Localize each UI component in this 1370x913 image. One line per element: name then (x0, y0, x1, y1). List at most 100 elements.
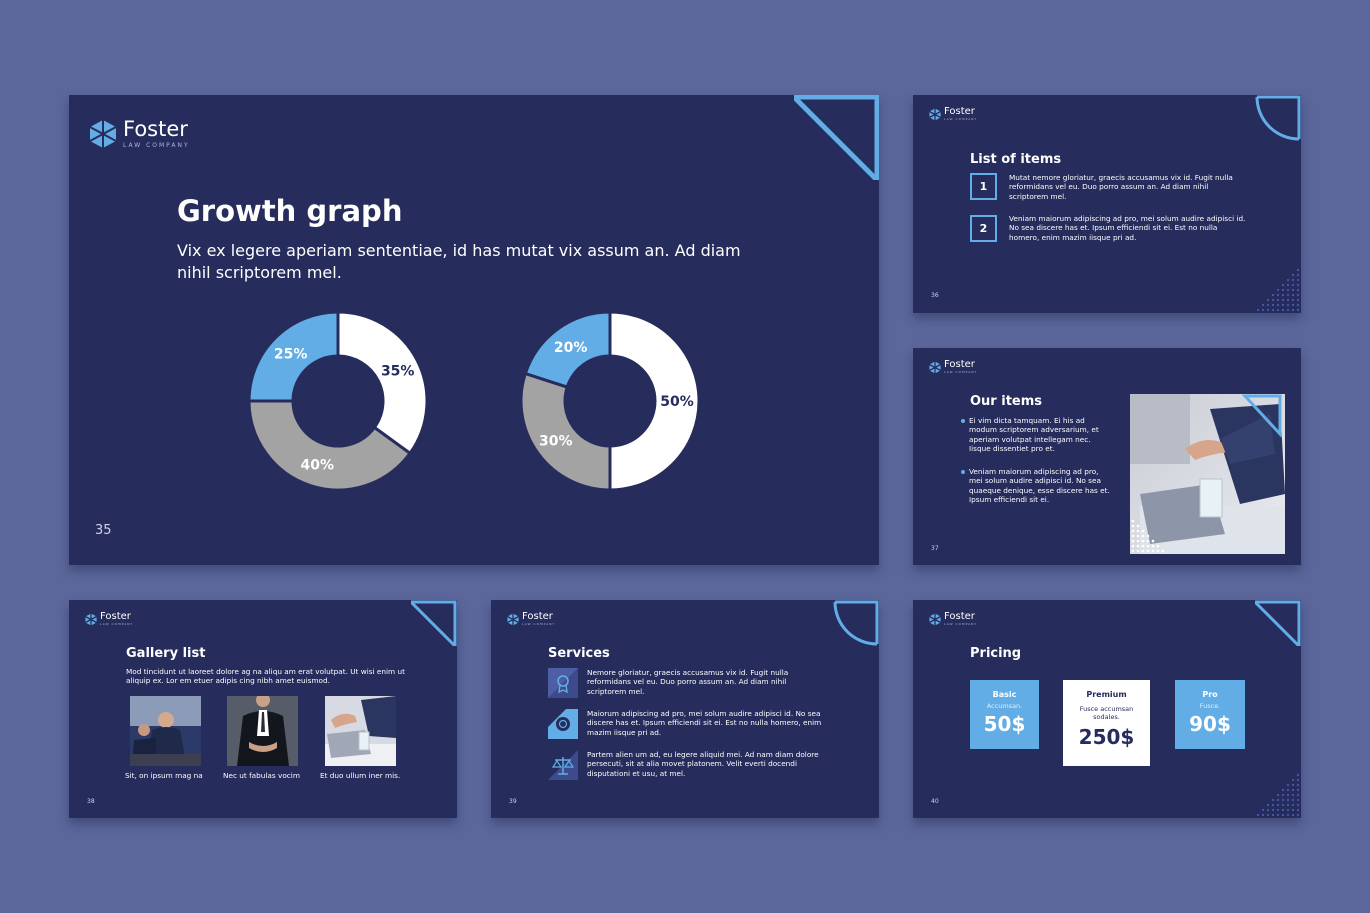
pattern-dot (1286, 783, 1290, 787)
plan-price: 90$ (1189, 712, 1231, 736)
brand-logo: Foster LAW COMPANY (929, 107, 977, 121)
slide-growth-graph[interactable]: Foster LAW COMPANY Growth graph Vix ex l… (69, 95, 879, 565)
pattern-dot (1296, 808, 1300, 812)
bullet-dot-icon (961, 419, 965, 423)
pattern-dot (1136, 534, 1140, 538)
pattern-dot (1291, 273, 1295, 277)
pattern-dot (1146, 544, 1150, 548)
slide-title: Services (548, 646, 610, 661)
slide-title: Growth graph (177, 194, 403, 228)
pattern-dot (1151, 549, 1155, 553)
page-number: 40 (931, 798, 939, 805)
pattern-dot (1296, 783, 1300, 787)
page-number: 38 (87, 798, 95, 805)
pattern-dot (1291, 303, 1295, 307)
pattern-dot (1291, 288, 1295, 292)
pattern-dot (1286, 283, 1290, 287)
pattern-dot (1256, 308, 1260, 312)
pattern-dot (1271, 798, 1275, 802)
page-number: 37 (931, 545, 939, 552)
pattern-dot (1281, 303, 1285, 307)
brand-name: Foster (944, 359, 975, 370)
pattern-dot (1281, 293, 1285, 297)
pattern-dot (1286, 798, 1290, 802)
donut-chart-1: 35% 40% 25% (247, 310, 429, 492)
pattern-dot (1291, 778, 1295, 782)
pattern-dot (1286, 298, 1290, 302)
pattern-dot (1291, 278, 1295, 282)
pattern-dot (1296, 793, 1300, 797)
brand-tagline: LAW COMPANY (944, 370, 978, 374)
brand-logo: Foster LAW COMPANY (929, 360, 977, 374)
pattern-dot (1261, 303, 1265, 307)
pattern-dot (1296, 773, 1300, 777)
pattern-dot (1136, 529, 1140, 533)
pattern-dot (1291, 793, 1295, 797)
pattern-dot (1146, 534, 1150, 538)
pattern-dot (1276, 298, 1280, 302)
pricing-card-basic[interactable]: Basic Accumsan. 50$ (970, 680, 1039, 749)
pattern-dot (1296, 303, 1300, 307)
brand-name: Foster (522, 611, 553, 622)
pricing-card-pro[interactable]: Pro Fusce. 90$ (1175, 680, 1245, 749)
slide-our-items[interactable]: Foster LAW COMPANY Our items Ei vim dict… (913, 348, 1301, 565)
pattern-dot (1286, 293, 1290, 297)
pattern-dot (1276, 293, 1280, 297)
slide-list-of-items[interactable]: Foster LAW COMPANY List of items 1 Mutat… (913, 95, 1301, 313)
plan-description: Fusce accumsan sodales. (1079, 705, 1134, 721)
donut-chart-2: 50% 30% 20% (519, 310, 701, 492)
slide-services[interactable]: Foster LAW COMPANY Services Nemore glori… (491, 600, 879, 818)
pattern-dot (1296, 268, 1300, 272)
pattern-dot (1296, 298, 1300, 302)
plan-price: 250$ (1078, 724, 1135, 749)
pattern-dot (1146, 549, 1150, 553)
slide-title: List of items (970, 152, 1062, 167)
pattern-dot (1281, 813, 1285, 817)
pattern-dot (1276, 813, 1280, 817)
pricing-card-premium[interactable]: Premium Fusce accumsan sodales. 250$ (1063, 680, 1150, 766)
hexagon-logo-icon (929, 361, 941, 373)
pattern-dot (1286, 288, 1290, 292)
brand-tagline: LAW COMPANY (944, 622, 978, 626)
pattern-dot (1261, 813, 1265, 817)
pattern-dot (1151, 539, 1155, 543)
service-text: Nemore gloriatur, graecis accusamus vix … (587, 668, 789, 696)
pattern-dot (1296, 803, 1300, 807)
pattern-dot (1271, 298, 1275, 302)
pattern-dot (1266, 298, 1270, 302)
pattern-dot (1286, 278, 1290, 282)
pattern-dot (1276, 308, 1280, 312)
pattern-dot (1131, 519, 1135, 523)
page-number: 36 (931, 292, 939, 299)
pattern-dot (1296, 308, 1300, 312)
pattern-dot (1156, 549, 1160, 553)
donut-slice-label: 40% (301, 458, 335, 474)
corner-arc-decoration (1255, 95, 1301, 141)
list-item-text: Mutat nemore gloriatur, graecis accusamu… (1009, 173, 1233, 201)
pattern-dot (1296, 813, 1300, 817)
donut-slice (247, 399, 413, 492)
donut-slice (336, 310, 429, 456)
list-item-text: Veniam maiorum adipiscing ad pro, mei so… (1009, 214, 1246, 242)
slide-title: Pricing (970, 646, 1022, 661)
pattern-dot (1131, 544, 1135, 548)
pattern-dot (1136, 524, 1140, 528)
list-number-box: 1 (970, 173, 997, 200)
slide-gallery-list[interactable]: Foster LAW COMPANY Gallery list Mod tinc… (69, 600, 457, 818)
pattern-dot (1286, 788, 1290, 792)
pattern-dot (1291, 803, 1295, 807)
pattern-dot (1276, 793, 1280, 797)
pattern-dot (1271, 803, 1275, 807)
pattern-dot (1291, 813, 1295, 817)
slide-pricing[interactable]: Foster LAW COMPANY Pricing Basic Accumsa… (913, 600, 1301, 818)
pattern-dot (1276, 288, 1280, 292)
dot-pattern-decoration (1256, 773, 1300, 817)
pattern-dot (1281, 788, 1285, 792)
slide-subtitle: Vix ex legere aperiam sententiae, id has… (177, 241, 741, 283)
brand-name: Foster (944, 106, 975, 117)
pattern-dot (1271, 303, 1275, 307)
bullet-item: Ei vim dicta tamquam. Ei his ad modum sc… (961, 416, 1111, 454)
gallery-photo-meeting (130, 696, 201, 766)
brand-tagline: LAW COMPANY (100, 622, 134, 626)
pattern-dot (1281, 288, 1285, 292)
